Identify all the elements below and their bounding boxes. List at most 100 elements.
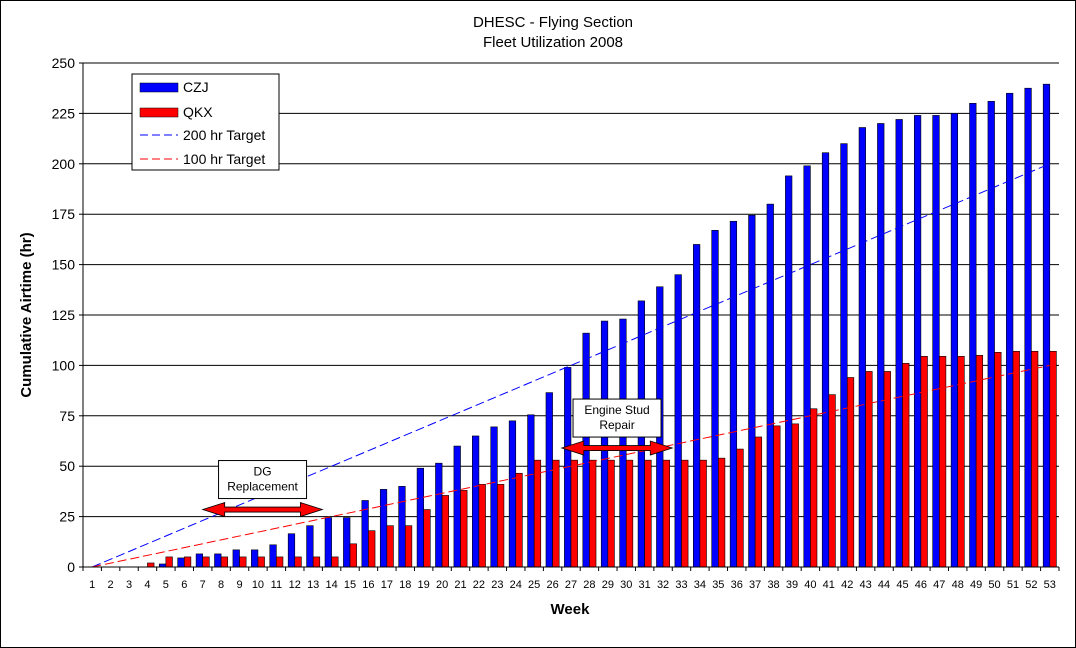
x-tick-label: 9 xyxy=(236,579,242,591)
x-tick-label: 45 xyxy=(896,579,908,591)
bar-qkx-week-36 xyxy=(736,448,744,568)
bar-czj-week-52 xyxy=(1024,87,1032,568)
x-tick-label: 32 xyxy=(657,579,669,591)
annotation-label: DG xyxy=(254,465,272,479)
y-tick-label: 50 xyxy=(59,458,75,474)
x-tick-label: 8 xyxy=(218,579,224,591)
bar-czj-week-22 xyxy=(472,435,480,568)
bar-czj-week-38 xyxy=(766,203,774,568)
bar-qkx-week-34 xyxy=(699,459,707,568)
bar-czj-week-21 xyxy=(453,445,461,568)
x-tick-label: 34 xyxy=(694,579,706,591)
legend: CZJ QKX 200 hr Target 100 hr Target xyxy=(131,73,280,171)
bar-czj-week-34 xyxy=(693,244,701,568)
bar-qkx-week-45 xyxy=(902,363,910,568)
bar-qkx-week-24 xyxy=(515,472,523,568)
x-tick-label: 10 xyxy=(252,579,264,591)
bar-qkx-week-10 xyxy=(257,556,265,568)
bar-qkx-week-30 xyxy=(625,459,634,568)
bar-czj-week-14 xyxy=(324,517,332,568)
bar-qkx-week-26 xyxy=(552,459,560,568)
y-tick-label: 0 xyxy=(67,559,75,575)
annotation-arrow-2 xyxy=(560,440,674,456)
bar-qkx-week-25 xyxy=(533,459,542,568)
bar-qkx-week-53 xyxy=(1049,350,1057,568)
bar-czj-week-53 xyxy=(1042,83,1051,568)
bar-czj-week-29 xyxy=(600,320,609,568)
x-tick-label: 48 xyxy=(952,579,964,591)
annotation-box-2 xyxy=(572,398,662,438)
annotation-box-1 xyxy=(218,460,308,500)
bar-qkx-week-37 xyxy=(754,436,763,568)
bar-qkx-week-31 xyxy=(644,459,652,568)
bar-czj-week-23 xyxy=(490,426,498,568)
bar-qkx-week-18 xyxy=(404,525,413,568)
bar-qkx-week-48 xyxy=(957,356,965,568)
bar-qkx-week-14 xyxy=(331,556,339,568)
y-axis-label: Cumulative Airtime (hr) xyxy=(18,232,35,397)
y-tick-label: 25 xyxy=(59,509,75,525)
x-tick-label: 29 xyxy=(602,579,614,591)
bar-czj-week-49 xyxy=(969,103,977,568)
x-tick-label: 39 xyxy=(786,579,798,591)
x-tick-label: 11 xyxy=(271,579,282,591)
x-tick-label: 27 xyxy=(565,579,577,591)
bar-qkx-week-5 xyxy=(165,556,173,568)
bar-czj-week-11 xyxy=(269,544,277,568)
bar-qkx-week-20 xyxy=(441,495,449,568)
bar-czj-week-47 xyxy=(932,115,940,568)
bar-czj-week-33 xyxy=(674,274,682,568)
chart-title: DHESC - Flying Section xyxy=(473,14,633,31)
legend-swatch-qkx xyxy=(139,107,179,118)
bar-czj-week-41 xyxy=(821,152,830,568)
y-tick-label: 150 xyxy=(52,257,76,273)
bar-qkx-week-42 xyxy=(846,377,855,568)
bar-qkx-week-19 xyxy=(423,509,431,568)
bar-czj-week-6 xyxy=(177,557,185,568)
x-tick-label: 7 xyxy=(200,579,206,591)
x-tick-label: 37 xyxy=(749,579,761,591)
bar-qkx-week-49 xyxy=(975,355,984,568)
x-tick-label: 44 xyxy=(878,579,890,591)
bar-qkx-week-40 xyxy=(810,408,818,568)
bar-czj-week-25 xyxy=(527,414,535,568)
bar-qkx-week-13 xyxy=(312,556,321,568)
x-tick-label: 18 xyxy=(399,579,411,591)
axes xyxy=(79,62,1060,571)
x-tick-label: 3 xyxy=(126,579,132,591)
bar-qkx-week-29 xyxy=(607,459,615,568)
bar-czj-week-17 xyxy=(379,489,388,568)
x-tick-label: 16 xyxy=(362,579,374,591)
x-tick-label: 36 xyxy=(731,579,743,591)
bar-qkx-week-7 xyxy=(202,556,210,568)
x-tick-label: 19 xyxy=(418,579,430,591)
x-tick-label: 15 xyxy=(344,579,356,591)
x-tick-label: 38 xyxy=(767,579,779,591)
legend-label-200hr: 200 hr Target xyxy=(183,127,265,143)
x-tick-label: 1 xyxy=(89,579,95,591)
x-tick-label: 4 xyxy=(144,579,150,591)
bar-qkx-week-32 xyxy=(662,459,670,568)
x-tick-label: 43 xyxy=(860,579,872,591)
bar-qkx-week-22 xyxy=(478,484,486,568)
bar-qkx-week-39 xyxy=(791,423,799,568)
bar-czj-week-30 xyxy=(619,318,627,568)
x-tick-label: 40 xyxy=(804,579,816,591)
x-tick-label: 47 xyxy=(933,579,945,591)
bar-czj-week-48 xyxy=(950,113,959,568)
bar-qkx-week-38 xyxy=(773,425,781,568)
bar-czj-week-36 xyxy=(729,220,738,568)
bar-czj-week-19 xyxy=(416,467,424,568)
bar-qkx-week-41 xyxy=(828,394,836,568)
y-tick-label: 125 xyxy=(52,307,76,323)
x-tick-label: 14 xyxy=(325,579,337,591)
x-tick-label: 51 xyxy=(1007,579,1019,591)
target-line-200hr xyxy=(92,163,1050,568)
x-tick-label: 22 xyxy=(473,579,485,591)
x-tick-label: 35 xyxy=(712,579,724,591)
x-tick-label: 28 xyxy=(583,579,595,591)
x-axis-label: Week xyxy=(551,601,591,618)
bar-qkx-week-17 xyxy=(386,525,394,568)
